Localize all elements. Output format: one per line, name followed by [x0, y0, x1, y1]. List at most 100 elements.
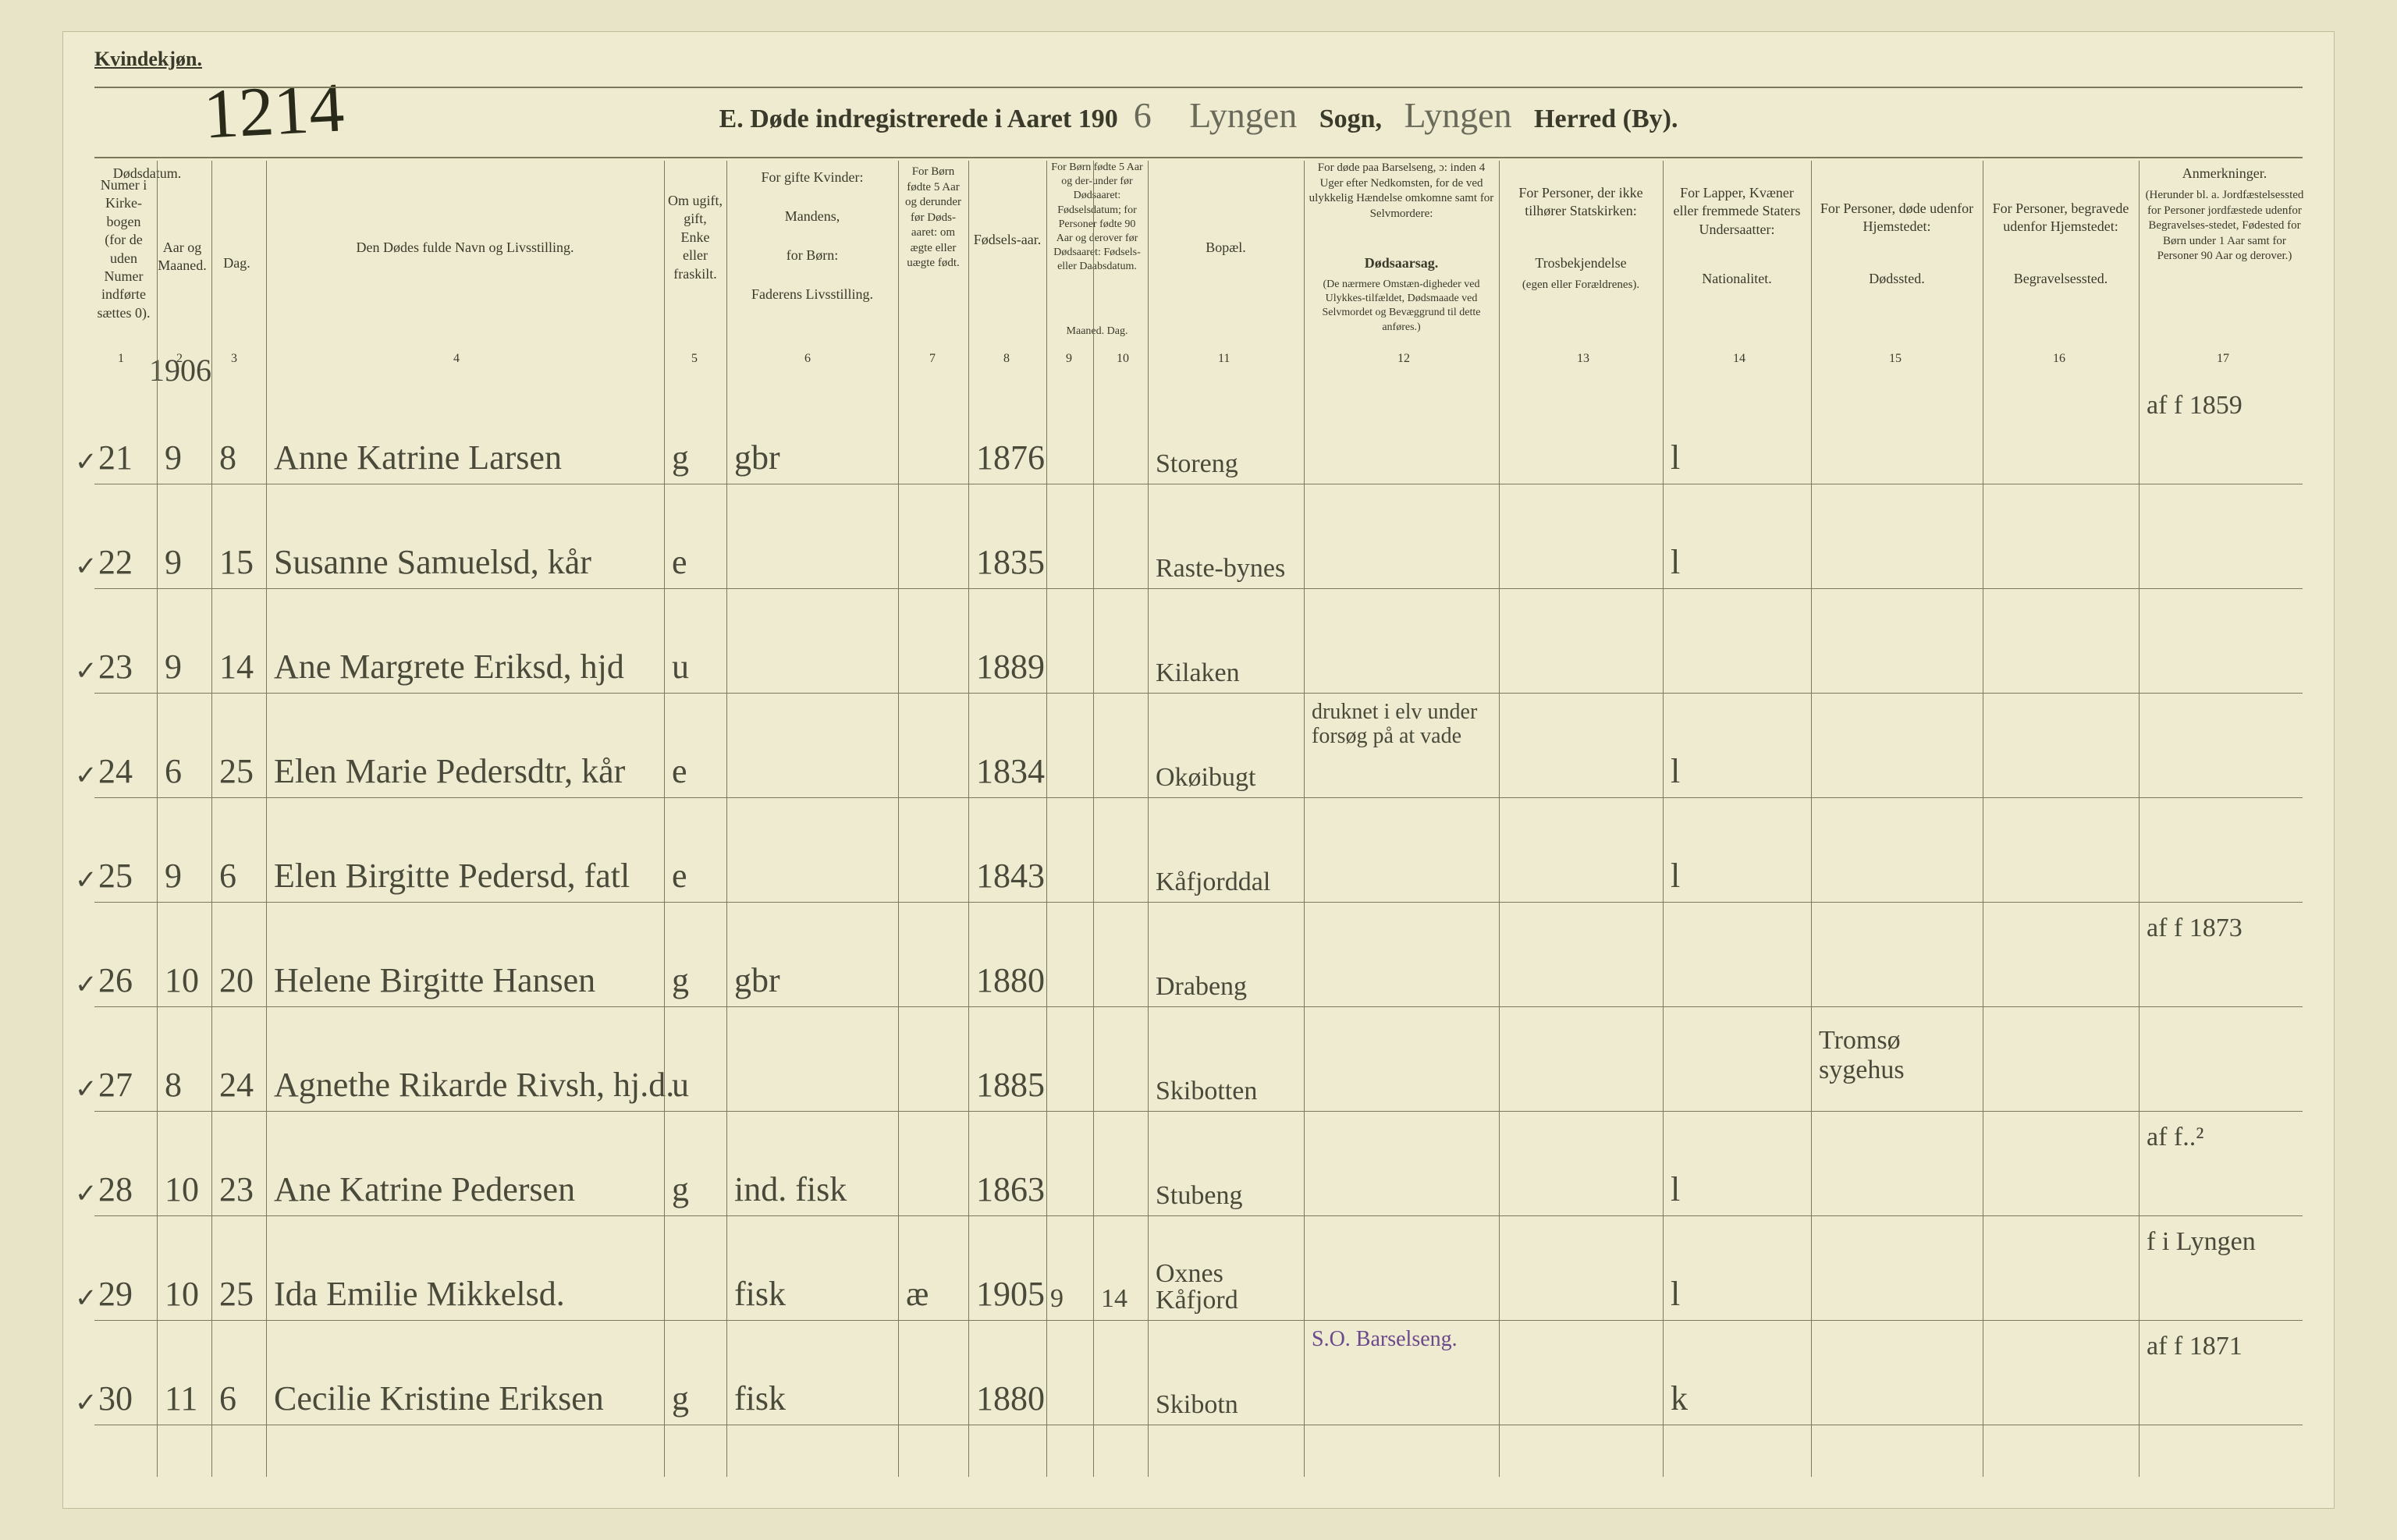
column-rule	[1663, 161, 1664, 1477]
colnum: 1	[118, 352, 124, 366]
colnum: 12	[1397, 352, 1410, 366]
parish-name: Lyngen	[1174, 95, 1312, 135]
colnum: 17	[2217, 352, 2229, 366]
cell-mon: 9	[165, 542, 182, 582]
row-checkmark: ✓	[75, 1387, 98, 1418]
cell-residence: Raste-bynes	[1156, 555, 1304, 582]
ledger-row: 2198Anne Katrine Larsenggbr1876Storengla…	[94, 383, 2303, 484]
cell-day: 6	[219, 856, 236, 896]
cell-residence: Storeng	[1156, 451, 1304, 477]
cell-name: Elen Birgitte Pedersd, fatl	[274, 856, 630, 896]
cell-birth: 1889	[976, 647, 1045, 687]
row-checkmark: ✓	[75, 1073, 98, 1105]
row-checkmark: ✓	[75, 446, 98, 477]
hdr-uegte: For Børn fødte 5 Aar og derunder før Død…	[902, 165, 964, 271]
cell-cause: S.O. Barselseng.	[1312, 1328, 1491, 1418]
cell-day: 25	[219, 751, 254, 791]
cell-mon: 11	[165, 1379, 197, 1418]
colnum: 8	[1003, 352, 1010, 366]
cell-mon: 9	[165, 438, 182, 477]
hdr-residence: Bopæl.	[1152, 239, 1300, 257]
cell-marital: g	[672, 960, 689, 1000]
data-area: 1906 2198Anne Katrine Larsenggbr1876Stor…	[94, 383, 2303, 1477]
hdr-cause-c: (De nærmere Omstæn-digheder ved Ulykkes-…	[1308, 278, 1495, 335]
ledger-row: 30116Cecilie Kristine Eriksengfisk1880Sk…	[94, 1324, 2303, 1425]
hdr-bdate: For Børn fødte 5 Aar og der-under før Dø…	[1050, 161, 1144, 275]
cell-marital: e	[672, 856, 687, 896]
colnum: 4	[453, 352, 460, 366]
cell-mon: 10	[165, 1169, 199, 1209]
hdr-cause-b: Dødsaarsag.	[1308, 254, 1495, 272]
cell-birth: 1880	[976, 960, 1045, 1000]
column-numbers: 1234567891011121314151617	[94, 352, 2303, 375]
cell-nat: l	[1671, 542, 1680, 582]
hdr-death-b: Dødssted.	[1815, 270, 1979, 288]
column-headers: Numer i Kirke-bogen (for de uden Numer i…	[94, 161, 2303, 348]
cell-residence: Kilaken	[1156, 660, 1304, 687]
column-rule	[1304, 161, 1305, 1477]
cell-residence: Kåfjorddal	[1156, 869, 1304, 896]
hdr-occ-c: for Børn:	[730, 247, 894, 264]
cell-birth: 1863	[976, 1169, 1045, 1209]
column-rule	[726, 161, 727, 1477]
cell-birth: 1880	[976, 1379, 1045, 1418]
column-rule	[266, 161, 267, 1477]
cell-nat: l	[1671, 856, 1680, 896]
column-rule	[157, 161, 158, 1477]
cell-residence: Drabeng	[1156, 974, 1304, 1000]
cell-residence: Okøibugt	[1156, 765, 1304, 791]
cell-num: 23	[98, 647, 133, 687]
herred-label: Herred (By).	[1534, 105, 1678, 133]
hdr-birth: Fødsels-aar.	[972, 231, 1042, 249]
cell-num: 26	[98, 960, 133, 1000]
hdr-note-a: Anmerkninger.	[2143, 165, 2306, 183]
cell-name: Elen Marie Pedersdtr, kår	[274, 751, 625, 791]
cell-day: 24	[219, 1065, 254, 1105]
hdr-rel-c: (egen eller Forældrenes).	[1503, 278, 1659, 293]
cell-occupation: ind. fisk	[734, 1169, 847, 1209]
cell-mon: 9	[165, 856, 182, 896]
column-rule	[1093, 161, 1094, 1477]
rule-header-top	[94, 157, 2303, 158]
cell-nat: l	[1671, 1274, 1680, 1314]
row-checkmark: ✓	[75, 1283, 98, 1314]
row-checkmark: ✓	[75, 551, 98, 582]
colnum: 13	[1577, 352, 1589, 366]
hdr-note-b: (Herunder bl. a. Jordfæstelsessted for P…	[2143, 188, 2306, 264]
column-rule	[968, 161, 969, 1477]
cell-name: Susanne Samuelsd, kår	[274, 542, 591, 582]
column-rule	[1499, 161, 1500, 1477]
cell-marital: g	[672, 438, 689, 477]
cell-num: 25	[98, 856, 133, 896]
cell-occupation: fisk	[734, 1274, 786, 1314]
cell-occupation: gbr	[734, 438, 780, 477]
hdr-occ-d: Faderens Livsstilling.	[730, 286, 894, 303]
ledger-row: 281023Ane Katrine Pedersengind. fisk1863…	[94, 1115, 2303, 1216]
row-checkmark: ✓	[75, 1178, 98, 1209]
cell-day: 23	[219, 1169, 254, 1209]
cell-birth: 1843	[976, 856, 1045, 896]
cell-birth: 1835	[976, 542, 1045, 582]
cell-mon: 9	[165, 647, 182, 687]
colnum: 9	[1066, 352, 1072, 366]
colnum: 7	[929, 352, 936, 366]
colnum: 15	[1889, 352, 1902, 366]
rule-top	[94, 87, 2303, 88]
cell-bday: 14	[1101, 1284, 1127, 1314]
hdr-day: Dag.	[211, 254, 262, 272]
cell-nat: l	[1671, 438, 1680, 477]
column-rule	[2139, 161, 2140, 1477]
cell-cause: druknet i elv under forsøg på at vade	[1312, 701, 1491, 791]
cell-nat: l	[1671, 1169, 1680, 1209]
row-checkmark: ✓	[75, 864, 98, 896]
cell-occupation: gbr	[734, 960, 780, 1000]
ledger-row: 291025Ida Emilie Mikkelsd.fiskæ1905914Ox…	[94, 1219, 2303, 1321]
cell-num: 27	[98, 1065, 133, 1105]
cell-residence: Stubeng	[1156, 1183, 1304, 1209]
colnum: 10	[1117, 352, 1129, 366]
ledger-row: 25 96 Elen Birgitte Pedersd, fatl e 1843 Kåfj…	[94, 801, 2303, 903]
cell-day: 15	[219, 542, 254, 582]
row-checkmark: ✓	[75, 969, 98, 1000]
cell-num: 30	[98, 1379, 133, 1418]
title-row: E. Døde indregistrerede i Aaret 1906 Lyn…	[63, 94, 2334, 136]
